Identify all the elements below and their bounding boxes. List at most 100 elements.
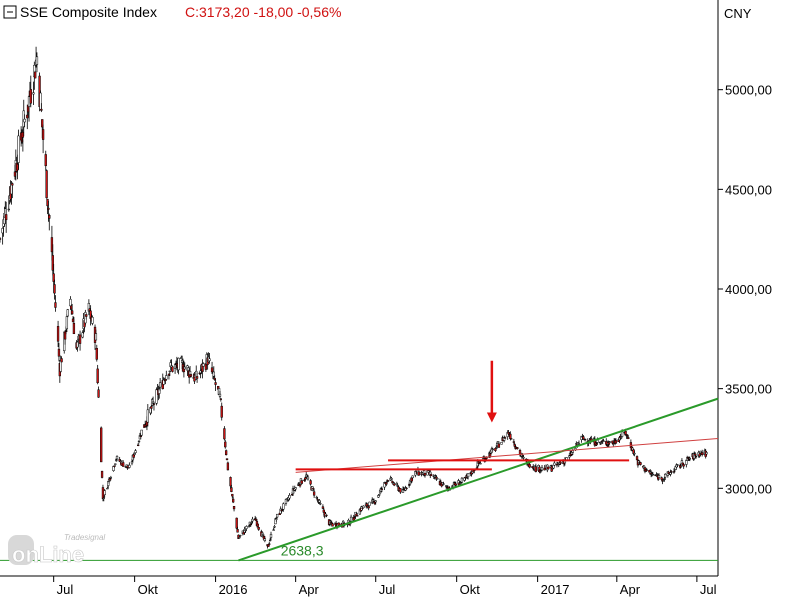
candle-body: [51, 255, 54, 271]
candle-body: [223, 428, 226, 440]
candle-body: [103, 490, 106, 496]
candle-body: [100, 427, 103, 463]
candle-body: [522, 456, 525, 459]
candle-body: [503, 437, 507, 439]
quote-text: C:3173,20 -18,00 -0,56%: [185, 4, 341, 20]
candle-body: [582, 436, 585, 440]
candle-body: [626, 434, 629, 437]
candle-body: [65, 316, 69, 330]
candle-body: [627, 437, 630, 440]
y-tick-label: 3000,00: [725, 481, 772, 496]
candle-body: [430, 474, 433, 477]
candle-body: [268, 539, 272, 542]
candle-body: [150, 406, 153, 409]
candle-body: [96, 368, 99, 384]
x-tick-label: 2017: [541, 582, 570, 597]
candle-body: [300, 480, 303, 484]
candle-body: [224, 450, 228, 456]
candle-body: [66, 309, 69, 317]
candle-body: [225, 458, 229, 461]
candle-body: [602, 440, 605, 442]
candle-body: [97, 389, 100, 398]
candle-body: [312, 488, 315, 490]
candle-body: [583, 438, 587, 441]
candle-body: [212, 371, 215, 377]
candle-body: [393, 483, 396, 486]
candle-body: [639, 462, 642, 465]
candle-body: [516, 447, 519, 449]
annotations: 2638,3: [281, 360, 497, 558]
candle-body: [705, 452, 708, 455]
candle-body: [133, 453, 136, 455]
candle-body: [337, 522, 340, 526]
candle-body: [688, 458, 691, 460]
candle-body: [273, 526, 276, 528]
candle-body: [220, 405, 223, 418]
candle-body: [510, 438, 513, 440]
logo-badge: [8, 535, 34, 565]
candle-body: [321, 506, 325, 509]
candle-body: [367, 506, 370, 509]
candle-body: [219, 398, 223, 400]
candle-body: [53, 284, 56, 294]
candles: [0, 46, 708, 549]
candle-body: [189, 374, 193, 377]
candle-body: [540, 466, 544, 471]
x-tick-label: Jul: [57, 582, 74, 597]
candle-body: [29, 89, 32, 104]
candle-body: [136, 444, 140, 446]
candle-body: [479, 463, 482, 465]
candle-body: [210, 367, 214, 373]
candle-body: [41, 129, 45, 140]
candle-body: [177, 357, 180, 371]
candle-body: [230, 487, 233, 493]
candle-body: [595, 443, 598, 446]
candle-body: [263, 538, 267, 541]
candle-body: [7, 208, 10, 211]
uptrend-line: [238, 397, 719, 562]
candle-body: [85, 314, 88, 317]
candle-body: [331, 523, 334, 527]
candle-body: [378, 494, 381, 496]
candle-body: [139, 435, 142, 438]
candle-body: [102, 497, 105, 499]
candle-body: [11, 183, 14, 186]
candle-body: [261, 534, 265, 536]
candle-body: [45, 170, 48, 199]
candle-body: [146, 409, 149, 423]
currency-label: CNY: [724, 6, 752, 21]
candle-body: [231, 493, 234, 497]
candle-body: [411, 475, 414, 479]
candle-body: [232, 498, 235, 503]
candle-body: [620, 437, 623, 439]
candle-body: [81, 332, 84, 338]
candle-body: [256, 523, 259, 527]
candle-body: [500, 442, 503, 445]
candle-body: [405, 487, 408, 490]
candle-body: [54, 302, 57, 308]
candle-body: [239, 534, 242, 537]
chart-title: SSE Composite Index: [20, 4, 157, 20]
candle-body: [547, 466, 550, 470]
candle-body: [559, 461, 562, 464]
candle-body: [596, 440, 599, 443]
candle-body: [512, 441, 516, 443]
candle-body: [245, 526, 248, 529]
candle-body: [553, 462, 556, 466]
candle-body: [660, 477, 663, 480]
y-tick-label: 4000,00: [725, 282, 772, 297]
candle-body: [534, 466, 538, 472]
candle-body: [56, 326, 60, 342]
candle-body: [224, 441, 227, 448]
candle-body: [399, 488, 402, 493]
candle-body: [115, 456, 119, 460]
candle-body: [236, 529, 239, 533]
candle-body: [171, 366, 174, 372]
candle-body: [676, 464, 679, 466]
candle-body: [491, 448, 494, 451]
support-value-label: 2638,3: [281, 542, 324, 558]
candle-body: [183, 366, 186, 370]
x-tick-label: Okt: [460, 582, 481, 597]
